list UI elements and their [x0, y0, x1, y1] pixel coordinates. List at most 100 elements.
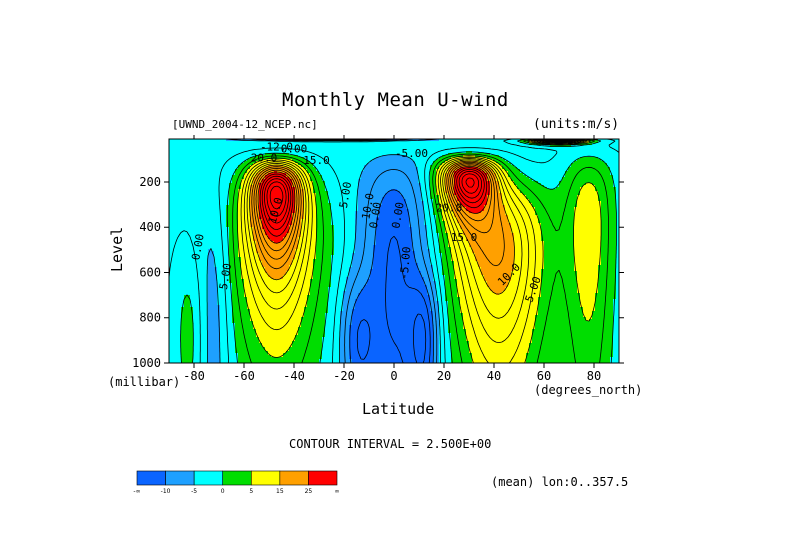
- contour-cell: [490, 155, 494, 158]
- contour-cell: [589, 165, 593, 168]
- contour-cell: [208, 145, 212, 148]
- contour-cell: [532, 143, 536, 146]
- contour-cell: [385, 159, 389, 162]
- contour-cell: [409, 167, 413, 170]
- contour-cell: [469, 147, 473, 150]
- contour-cell: [391, 165, 395, 168]
- contour-cell: [481, 151, 485, 154]
- contour-cell: [169, 157, 173, 160]
- contour-cell: [415, 145, 419, 148]
- contour-cell: [577, 147, 581, 150]
- contour-cell: [259, 141, 263, 144]
- contour-cell: [559, 155, 563, 158]
- contour-cell: [226, 155, 230, 158]
- contour-cell: [346, 163, 350, 166]
- contour-cell: [340, 147, 344, 150]
- contour-cell: [184, 171, 188, 174]
- contour-cell: [409, 139, 413, 142]
- contour-cell: [292, 143, 296, 146]
- contour-cell: [391, 155, 395, 158]
- contour-cell: [352, 171, 356, 174]
- contour-cell: [187, 147, 191, 150]
- contour-cell: [448, 157, 452, 160]
- contour-cell: [181, 159, 185, 162]
- contour-cell: [178, 169, 182, 172]
- contour-cell: [199, 139, 203, 142]
- contour-cell: [508, 141, 512, 144]
- contour-cell: [340, 169, 344, 172]
- contour-cell: [586, 167, 590, 170]
- contour-cell: [382, 145, 386, 148]
- contour-cell: [388, 141, 392, 144]
- contour-cell: [238, 149, 242, 152]
- contour-cell: [394, 171, 398, 174]
- contour-cell: [439, 151, 443, 154]
- contour-cell: [241, 167, 245, 170]
- contour-cell: [391, 141, 395, 144]
- contour-cell: [418, 141, 422, 144]
- contour-cell: [421, 171, 425, 174]
- contour-cell: [217, 151, 221, 154]
- contour-cell: [322, 169, 326, 172]
- contour-cell: [214, 165, 218, 168]
- contour-cell: [556, 157, 560, 160]
- contour-cell: [412, 153, 416, 156]
- contour-cell: [547, 161, 551, 164]
- contour-cell: [292, 153, 296, 156]
- contour-cell: [349, 147, 353, 150]
- contour-cell: [463, 149, 467, 152]
- contour-cell: [421, 157, 425, 160]
- contour-cell: [532, 145, 536, 148]
- contour-cell: [610, 141, 614, 144]
- contour-cell: [388, 163, 392, 166]
- contour-cell: [232, 143, 236, 146]
- contour-cell: [598, 155, 602, 158]
- contour-cell: [220, 171, 224, 174]
- contour-cell: [370, 165, 374, 168]
- contour-cell: [214, 159, 218, 162]
- contour-cell: [334, 169, 338, 172]
- contour-cell: [421, 145, 425, 148]
- contour-cell: [214, 147, 218, 150]
- contour-cell: [202, 145, 206, 148]
- contour-cell: [313, 171, 317, 174]
- contour-cell: [193, 165, 197, 168]
- contour-cell: [367, 169, 371, 172]
- contour-cell: [598, 145, 602, 148]
- contour-cell: [529, 145, 533, 148]
- contour-cell: [295, 147, 299, 150]
- contour-cell: [448, 141, 452, 144]
- contour-cell: [262, 151, 266, 154]
- contour-cell: [418, 153, 422, 156]
- contour-cell: [397, 149, 401, 152]
- contour-cell: [286, 163, 290, 166]
- contour-cell: [217, 149, 221, 152]
- contour-cell: [274, 145, 278, 148]
- contour-cell: [376, 145, 380, 148]
- contour-cell: [349, 163, 353, 166]
- contour-cell: [523, 165, 527, 168]
- contour-cell: [223, 145, 227, 148]
- contour-cell: [235, 161, 239, 164]
- contour-cell: [229, 155, 233, 158]
- contour-cell: [211, 165, 215, 168]
- contour-cell: [277, 151, 281, 154]
- contour-cell: [199, 147, 203, 150]
- contour-cell: [442, 145, 446, 148]
- contour-cell: [193, 169, 197, 172]
- contour-cell: [418, 171, 422, 174]
- contour-cell: [484, 141, 488, 144]
- contour-cell: [175, 167, 179, 170]
- contour-cell: [409, 163, 413, 166]
- contour-cell: [238, 141, 242, 144]
- contour-cell: [193, 171, 197, 174]
- contour-cell: [322, 147, 326, 150]
- contour-cell: [544, 167, 548, 170]
- contour-cell: [607, 143, 611, 146]
- contour-cell: [355, 145, 359, 148]
- contour-cell: [403, 139, 407, 142]
- contour-cell: [229, 143, 233, 146]
- contour-cell: [583, 163, 587, 166]
- contour-cell: [373, 157, 377, 160]
- contour-cell: [262, 155, 266, 158]
